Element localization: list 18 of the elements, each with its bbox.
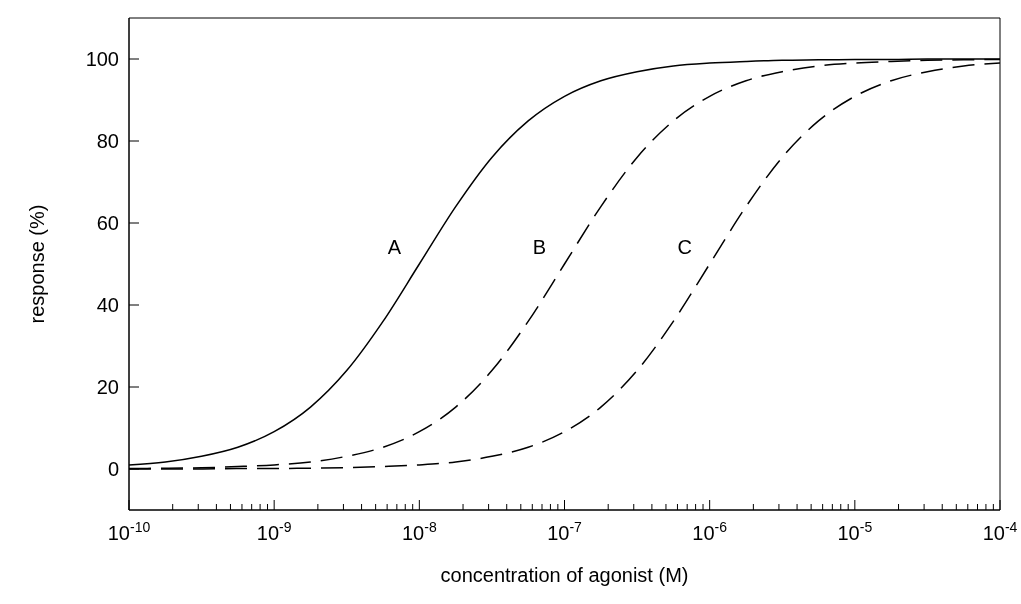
y-tick-label: 100 [85,48,119,70]
y-axis-title: response (%) [26,204,49,324]
series-label: B [532,236,547,258]
y-tick-label: 0 [107,458,119,480]
y-tick-label: 40 [96,294,119,316]
series-label: A [387,236,402,258]
x-tick-label: 10$^{-6}$ [692,519,728,544]
x-tick-label: 10$^{-9}$ [256,519,292,544]
x-tick-label: 10$^{-10}$ [107,519,151,544]
y-tick-label: 20 [96,376,119,398]
x-tick-label: 10$^{-7}$ [547,519,583,544]
x-tick-label: 10$^{-8}$ [401,519,437,544]
series-label: C [677,236,692,258]
x-tick-label: 10$^{-4}$ [982,519,1018,544]
x-tick-label: 10$^{-5}$ [837,519,873,544]
y-tick-label: 80 [96,130,119,152]
x-axis-title: concentration of agonist (M) [440,564,689,586]
y-tick-label: 60 [96,212,119,234]
